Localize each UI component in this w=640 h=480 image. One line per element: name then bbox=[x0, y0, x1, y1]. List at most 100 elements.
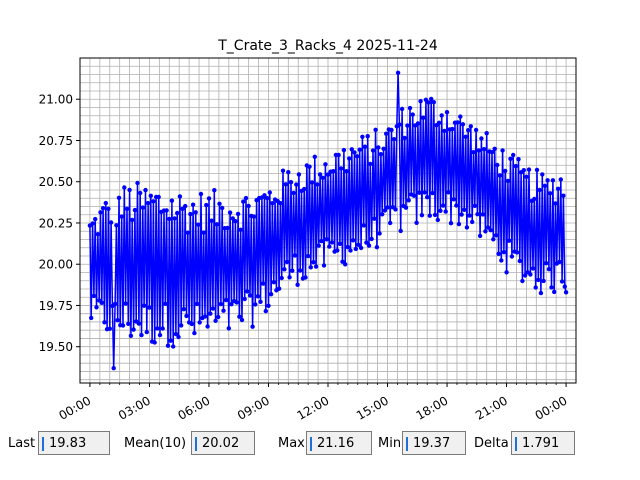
stat-min-field[interactable]: 19.37 bbox=[402, 431, 466, 455]
data-point bbox=[90, 221, 95, 226]
data-point bbox=[464, 225, 470, 230]
data-point bbox=[414, 220, 419, 225]
data-point bbox=[403, 205, 409, 210]
data-point bbox=[227, 210, 233, 215]
data-point bbox=[247, 293, 253, 298]
stat-last-value: 19.83 bbox=[49, 436, 87, 451]
data-point bbox=[431, 100, 436, 105]
data-point bbox=[106, 206, 111, 211]
data-point bbox=[265, 196, 270, 201]
data-point bbox=[459, 212, 464, 217]
stat-last-field[interactable]: 19.83 bbox=[38, 431, 110, 455]
stat-delta-field[interactable]: 1.791 bbox=[511, 431, 575, 455]
data-point bbox=[426, 100, 431, 105]
data-point bbox=[103, 200, 109, 206]
data-point bbox=[230, 216, 235, 221]
data-point bbox=[361, 223, 366, 228]
stat-max-field[interactable]: 21.16 bbox=[306, 431, 372, 455]
data-point bbox=[95, 232, 101, 237]
data-point bbox=[298, 268, 303, 273]
data-point bbox=[419, 213, 425, 218]
data-point bbox=[372, 216, 377, 221]
series-temperature bbox=[87, 70, 569, 371]
data-point bbox=[509, 254, 515, 259]
data-point bbox=[245, 289, 250, 294]
data-point bbox=[243, 195, 249, 201]
data-point bbox=[444, 110, 450, 115]
data-point bbox=[261, 281, 266, 286]
data-point bbox=[473, 127, 479, 133]
data-point bbox=[391, 137, 397, 142]
data-point bbox=[538, 290, 544, 296]
data-point bbox=[276, 286, 282, 291]
data-point bbox=[196, 222, 201, 227]
data-point bbox=[122, 185, 127, 190]
data-point bbox=[111, 366, 116, 371]
data-point bbox=[382, 208, 388, 213]
data-point bbox=[279, 275, 284, 281]
data-point bbox=[287, 275, 292, 280]
data-point bbox=[495, 162, 500, 168]
data-point bbox=[120, 323, 126, 328]
data-point bbox=[540, 172, 545, 177]
data-point bbox=[172, 216, 177, 221]
data-point bbox=[458, 114, 463, 119]
data-point bbox=[185, 230, 190, 235]
data-point bbox=[238, 227, 243, 232]
data-point bbox=[278, 201, 283, 206]
data-point bbox=[369, 236, 374, 242]
data-point bbox=[115, 318, 120, 323]
data-point bbox=[393, 207, 398, 212]
data-point bbox=[347, 156, 352, 161]
data-point bbox=[202, 314, 208, 319]
text-cursor-icon bbox=[42, 437, 44, 451]
x-tick-label: 12:00 bbox=[295, 393, 332, 422]
data-point bbox=[542, 183, 548, 188]
data-point bbox=[492, 146, 497, 151]
data-point bbox=[288, 180, 294, 185]
data-point bbox=[157, 332, 163, 338]
data-point bbox=[165, 343, 171, 348]
data-point bbox=[442, 128, 447, 134]
data-point bbox=[320, 175, 325, 180]
data-point bbox=[522, 273, 528, 278]
y-tick-label: 19.75 bbox=[39, 299, 73, 313]
data-point bbox=[532, 196, 537, 202]
data-point bbox=[350, 238, 356, 243]
data-point bbox=[212, 188, 217, 193]
data-point bbox=[177, 194, 183, 199]
data-point bbox=[389, 127, 394, 133]
chart-title: T_Crate_3_Racks_4 2025-11-24 bbox=[217, 38, 438, 54]
stat-max-value: 21.16 bbox=[317, 436, 355, 451]
data-point bbox=[467, 213, 472, 218]
data-point bbox=[499, 258, 504, 263]
stat-min-label: Min bbox=[378, 436, 402, 451]
data-point bbox=[303, 275, 308, 280]
data-point bbox=[353, 246, 358, 252]
x-tick-label: 03:00 bbox=[116, 393, 153, 422]
data-point bbox=[255, 294, 261, 299]
data-point bbox=[352, 150, 357, 155]
data-point bbox=[373, 127, 378, 132]
data-point bbox=[533, 285, 538, 290]
data-point bbox=[173, 331, 179, 337]
data-point bbox=[558, 177, 563, 182]
data-point bbox=[470, 219, 475, 225]
data-point bbox=[331, 169, 336, 174]
data-point bbox=[450, 126, 455, 132]
data-point bbox=[335, 248, 340, 253]
text-cursor-icon bbox=[515, 437, 517, 451]
data-point bbox=[430, 190, 435, 196]
data-point bbox=[397, 122, 402, 127]
data-point bbox=[508, 156, 513, 161]
data-point bbox=[365, 134, 370, 139]
data-point bbox=[144, 329, 149, 335]
data-point bbox=[147, 305, 152, 310]
data-point bbox=[377, 231, 382, 236]
data-point bbox=[108, 220, 114, 225]
data-point bbox=[220, 205, 225, 211]
stat-mean-field[interactable]: 20.02 bbox=[191, 431, 255, 455]
data-point bbox=[348, 248, 353, 253]
data-point bbox=[329, 240, 335, 245]
data-point bbox=[114, 223, 119, 228]
